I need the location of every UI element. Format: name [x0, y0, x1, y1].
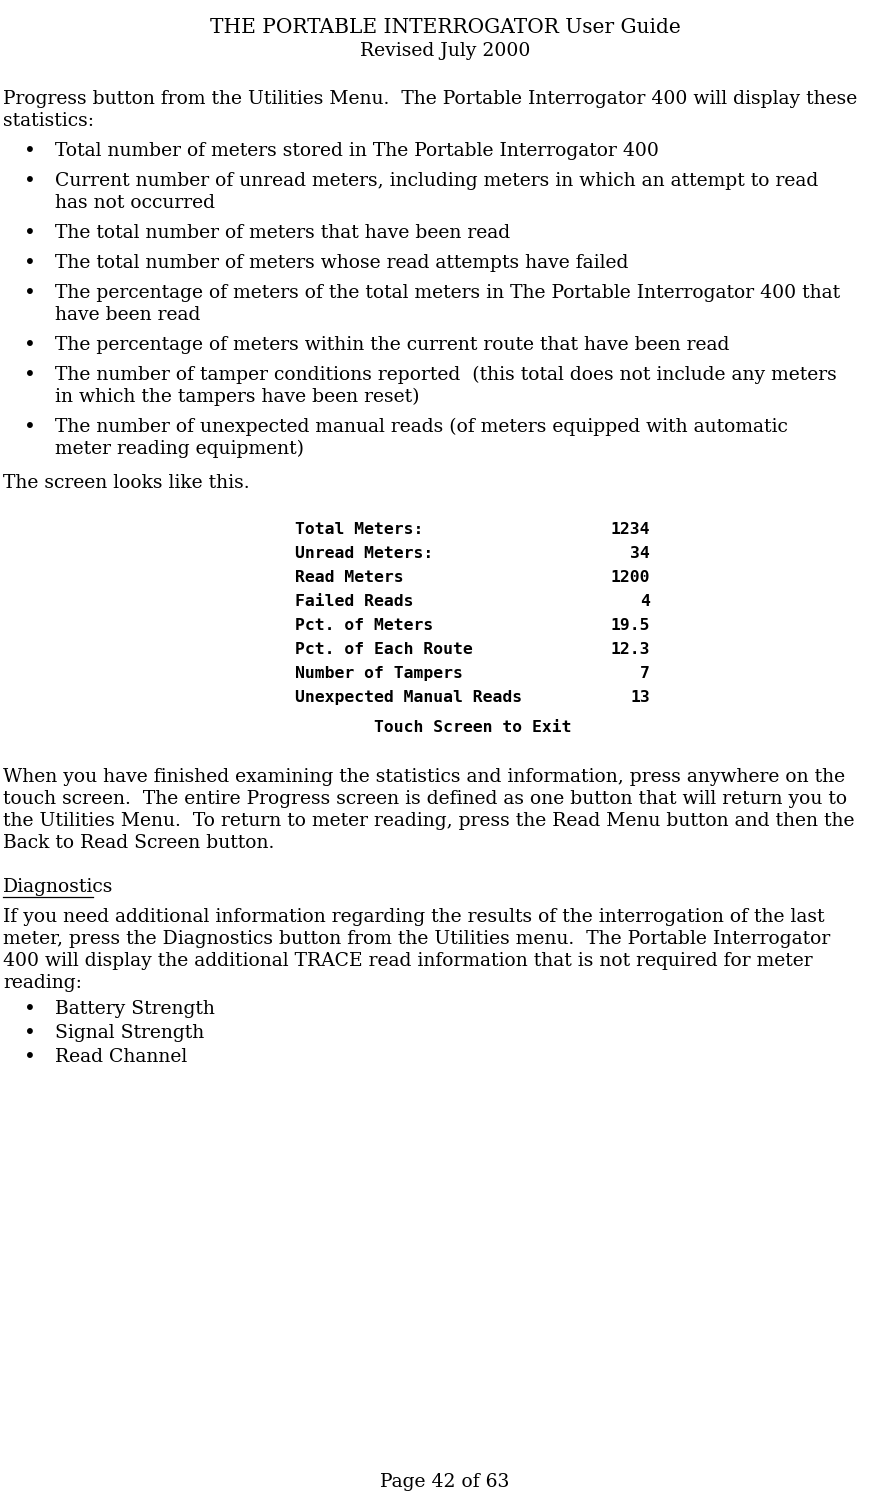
Text: 12.3: 12.3 [611, 641, 650, 656]
Text: 34: 34 [630, 546, 650, 561]
Text: statistics:: statistics: [3, 112, 94, 130]
Text: •: • [24, 224, 36, 244]
Text: 400 will display the additional TRACE read information that is not required for : 400 will display the additional TRACE re… [3, 952, 813, 970]
Text: Back to Read Screen button.: Back to Read Screen button. [3, 834, 274, 852]
Text: Failed Reads: Failed Reads [295, 594, 414, 608]
Text: •: • [24, 1000, 36, 1020]
Text: The total number of meters whose read attempts have failed: The total number of meters whose read at… [55, 254, 628, 272]
Text: •: • [24, 336, 36, 354]
Text: Progress button from the Utilities Menu.  The Portable Interrogator 400 will dis: Progress button from the Utilities Menu.… [3, 90, 857, 108]
Text: The percentage of meters within the current route that have been read: The percentage of meters within the curr… [55, 336, 730, 354]
Text: Revised July 2000: Revised July 2000 [360, 42, 530, 60]
Text: touch screen.  The entire Progress screen is defined as one button that will ret: touch screen. The entire Progress screen… [3, 789, 847, 807]
Text: Read Meters: Read Meters [295, 570, 404, 585]
Text: The number of unexpected manual reads (of meters equipped with automatic: The number of unexpected manual reads (o… [55, 419, 788, 437]
Text: •: • [24, 419, 36, 437]
Text: 4: 4 [640, 594, 650, 608]
Text: •: • [24, 142, 36, 161]
Text: When you have finished examining the statistics and information, press anywhere : When you have finished examining the sta… [3, 768, 845, 786]
Text: 7: 7 [640, 665, 650, 682]
Text: Signal Strength: Signal Strength [55, 1024, 204, 1042]
Text: reading:: reading: [3, 975, 82, 993]
Text: •: • [24, 284, 36, 303]
Text: have been read: have been read [55, 306, 200, 324]
Text: Page 42 of 63: Page 42 of 63 [380, 1473, 510, 1491]
Text: meter reading equipment): meter reading equipment) [55, 440, 304, 459]
Text: the Utilities Menu.  To return to meter reading, press the Read Menu button and : the Utilities Menu. To return to meter r… [3, 812, 854, 830]
Text: has not occurred: has not occurred [55, 194, 215, 212]
Text: Unread Meters:: Unread Meters: [295, 546, 433, 561]
Text: •: • [24, 172, 36, 191]
Text: meter, press the Diagnostics button from the Utilities menu.  The Portable Inter: meter, press the Diagnostics button from… [3, 930, 830, 948]
Text: •: • [24, 366, 36, 386]
Text: •: • [24, 1048, 36, 1067]
Text: The number of tamper conditions reported  (this total does not include any meter: The number of tamper conditions reported… [55, 366, 837, 384]
Text: 13: 13 [630, 691, 650, 706]
Text: in which the tampers have been reset): in which the tampers have been reset) [55, 389, 419, 407]
Text: •: • [24, 1024, 36, 1044]
Text: Pct. of Meters: Pct. of Meters [295, 617, 433, 632]
Text: Diagnostics: Diagnostics [3, 878, 113, 896]
Text: The percentage of meters of the total meters in The Portable Interrogator 400 th: The percentage of meters of the total me… [55, 284, 840, 302]
Text: 1234: 1234 [611, 522, 650, 537]
Text: 19.5: 19.5 [611, 617, 650, 632]
Text: •: • [24, 254, 36, 274]
Text: Read Channel: Read Channel [55, 1048, 187, 1066]
Text: Total number of meters stored in The Portable Interrogator 400: Total number of meters stored in The Por… [55, 142, 659, 160]
Text: Battery Strength: Battery Strength [55, 1000, 214, 1018]
Text: Unexpected Manual Reads: Unexpected Manual Reads [295, 691, 522, 706]
Text: Total Meters:: Total Meters: [295, 522, 424, 537]
Text: Current number of unread meters, including meters in which an attempt to read: Current number of unread meters, includi… [55, 172, 818, 190]
Text: Touch Screen to Exit: Touch Screen to Exit [374, 721, 571, 736]
Text: THE PORTABLE INTERROGATOR User Guide: THE PORTABLE INTERROGATOR User Guide [210, 18, 680, 37]
Text: If you need additional information regarding the results of the interrogation of: If you need additional information regar… [3, 907, 824, 925]
Text: The screen looks like this.: The screen looks like this. [3, 474, 249, 492]
Text: The total number of meters that have been read: The total number of meters that have bee… [55, 224, 510, 242]
Text: Number of Tampers: Number of Tampers [295, 665, 463, 682]
Text: 1200: 1200 [611, 570, 650, 585]
Text: Pct. of Each Route: Pct. of Each Route [295, 641, 473, 656]
